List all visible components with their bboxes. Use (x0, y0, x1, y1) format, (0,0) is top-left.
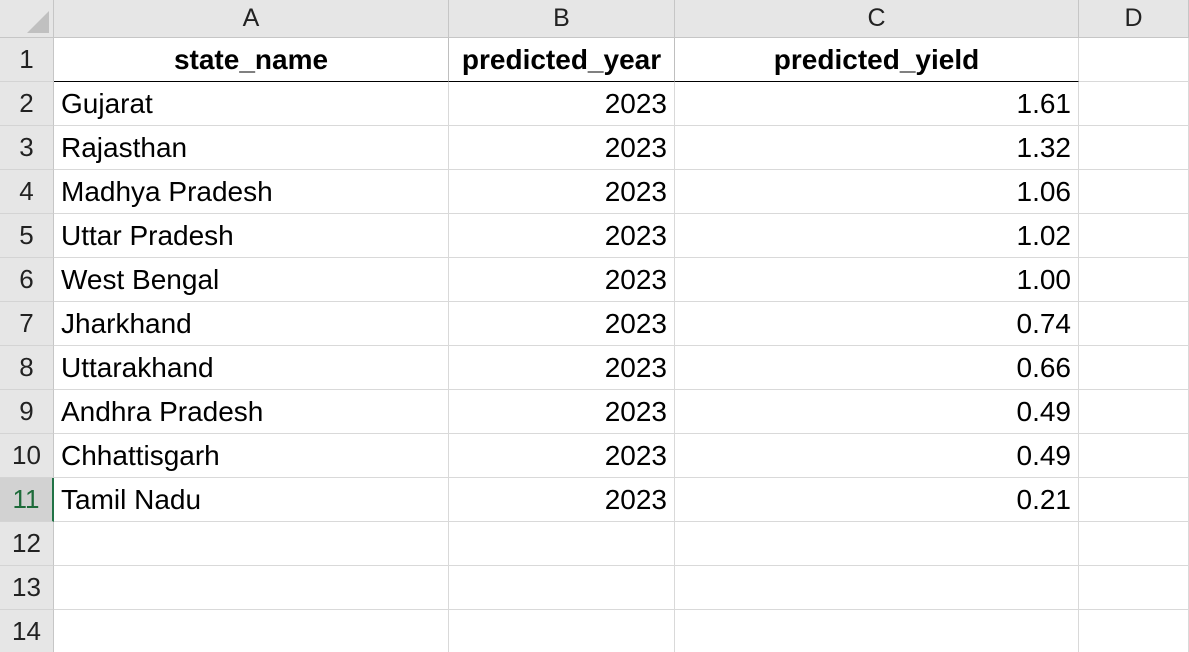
cell-predicted-yield[interactable]: 0.49 (675, 390, 1079, 434)
row-number[interactable]: 12 (0, 522, 54, 566)
cell-empty[interactable] (449, 566, 675, 610)
table-row: 9 Andhra Pradesh 2023 0.49 (0, 390, 1189, 434)
row-number[interactable]: 8 (0, 346, 54, 390)
cell-predicted-year[interactable]: 2023 (449, 390, 675, 434)
cell-predicted-yield[interactable]: 0.66 (675, 346, 1079, 390)
cell-predicted-year[interactable]: 2023 (449, 478, 675, 522)
header-cell-state-name[interactable]: state_name (54, 38, 449, 82)
table-row: 10 Chhattisgarh 2023 0.49 (0, 434, 1189, 478)
cell-state-name[interactable]: Tamil Nadu (54, 478, 449, 522)
cell-state-name[interactable]: Andhra Pradesh (54, 390, 449, 434)
cell-empty[interactable] (1079, 82, 1189, 126)
cell-predicted-yield[interactable]: 1.02 (675, 214, 1079, 258)
row-number[interactable]: 2 (0, 82, 54, 126)
cell-state-name[interactable]: Uttarakhand (54, 346, 449, 390)
table-row: 4 Madhya Pradesh 2023 1.06 (0, 170, 1189, 214)
cell-empty[interactable] (54, 522, 449, 566)
cell-empty[interactable] (675, 566, 1079, 610)
table-row: 3 Rajasthan 2023 1.32 (0, 126, 1189, 170)
column-header-d[interactable]: D (1079, 0, 1189, 38)
cell-predicted-yield[interactable]: 1.06 (675, 170, 1079, 214)
cell-predicted-year[interactable]: 2023 (449, 434, 675, 478)
cell-empty[interactable] (449, 522, 675, 566)
table-row: 6 West Bengal 2023 1.00 (0, 258, 1189, 302)
cell-empty[interactable] (1079, 214, 1189, 258)
cell-predicted-yield[interactable]: 1.32 (675, 126, 1079, 170)
cell-predicted-yield[interactable]: 1.00 (675, 258, 1079, 302)
empty-row: 12 (0, 522, 1189, 566)
row-number[interactable]: 14 (0, 610, 54, 652)
cell-state-name[interactable]: Jharkhand (54, 302, 449, 346)
row-number[interactable]: 13 (0, 566, 54, 610)
cell-predicted-year[interactable]: 2023 (449, 214, 675, 258)
cell-state-name[interactable]: Chhattisgarh (54, 434, 449, 478)
empty-row: 14 (0, 610, 1189, 652)
cell-empty[interactable] (1079, 346, 1189, 390)
cell-predicted-yield[interactable]: 0.49 (675, 434, 1079, 478)
select-all-button[interactable] (0, 0, 54, 38)
row-number[interactable]: 10 (0, 434, 54, 478)
table-row: 8 Uttarakhand 2023 0.66 (0, 346, 1189, 390)
cell-state-name[interactable]: Madhya Pradesh (54, 170, 449, 214)
row-number[interactable]: 4 (0, 170, 54, 214)
cell-empty[interactable] (675, 522, 1079, 566)
cell-state-name[interactable]: Rajasthan (54, 126, 449, 170)
cell-empty[interactable] (1079, 170, 1189, 214)
table-row: 5 Uttar Pradesh 2023 1.02 (0, 214, 1189, 258)
cell-empty[interactable] (1079, 610, 1189, 652)
cell-predicted-yield[interactable]: 0.74 (675, 302, 1079, 346)
cell-empty[interactable] (1079, 390, 1189, 434)
column-header-a[interactable]: A (54, 0, 449, 38)
header-cell-predicted-year[interactable]: predicted_year (449, 38, 675, 82)
column-header-bar: A B C D (0, 0, 1189, 38)
cell-empty[interactable] (1079, 126, 1189, 170)
header-cell-predicted-yield[interactable]: predicted_yield (675, 38, 1079, 82)
cell-empty[interactable] (1079, 302, 1189, 346)
cell-empty[interactable] (1079, 434, 1189, 478)
column-header-c[interactable]: C (675, 0, 1079, 38)
cell-empty[interactable] (54, 610, 449, 652)
cell-state-name[interactable]: Gujarat (54, 82, 449, 126)
cell-predicted-year[interactable]: 2023 (449, 82, 675, 126)
select-all-triangle-icon (27, 11, 49, 33)
cell-empty[interactable] (1079, 478, 1189, 522)
cell-empty[interactable] (449, 610, 675, 652)
row-number[interactable]: 9 (0, 390, 54, 434)
cell-state-name[interactable]: Uttar Pradesh (54, 214, 449, 258)
row-number[interactable]: 3 (0, 126, 54, 170)
cell-empty[interactable] (1079, 522, 1189, 566)
cell-d1[interactable] (1079, 38, 1189, 82)
table-row: 11 Tamil Nadu 2023 0.21 (0, 478, 1189, 522)
empty-rows: 12 13 14 (0, 522, 1189, 652)
row-number[interactable]: 11 (0, 478, 54, 522)
table-row: 7 Jharkhand 2023 0.74 (0, 302, 1189, 346)
data-rows: 2 Gujarat 2023 1.61 3 Rajasthan 2023 1.32 4 Madhy… (0, 82, 1189, 522)
table-row: 2 Gujarat 2023 1.61 (0, 82, 1189, 126)
row-number[interactable]: 6 (0, 258, 54, 302)
cell-predicted-yield[interactable]: 1.61 (675, 82, 1079, 126)
row-number[interactable]: 1 (0, 38, 54, 82)
cell-state-name[interactable]: West Bengal (54, 258, 449, 302)
cell-predicted-yield[interactable]: 0.21 (675, 478, 1079, 522)
column-header-b[interactable]: B (449, 0, 675, 38)
cell-empty[interactable] (675, 610, 1079, 652)
cell-predicted-year[interactable]: 2023 (449, 258, 675, 302)
cell-predicted-year[interactable]: 2023 (449, 302, 675, 346)
cell-predicted-year[interactable]: 2023 (449, 126, 675, 170)
cell-predicted-year[interactable]: 2023 (449, 346, 675, 390)
row-number[interactable]: 5 (0, 214, 54, 258)
table-header-row: 1 state_name predicted_year predicted_yi… (0, 38, 1189, 82)
cell-empty[interactable] (1079, 566, 1189, 610)
cell-empty[interactable] (1079, 258, 1189, 302)
cell-predicted-year[interactable]: 2023 (449, 170, 675, 214)
cell-empty[interactable] (54, 566, 449, 610)
empty-row: 13 (0, 566, 1189, 610)
row-number[interactable]: 7 (0, 302, 54, 346)
